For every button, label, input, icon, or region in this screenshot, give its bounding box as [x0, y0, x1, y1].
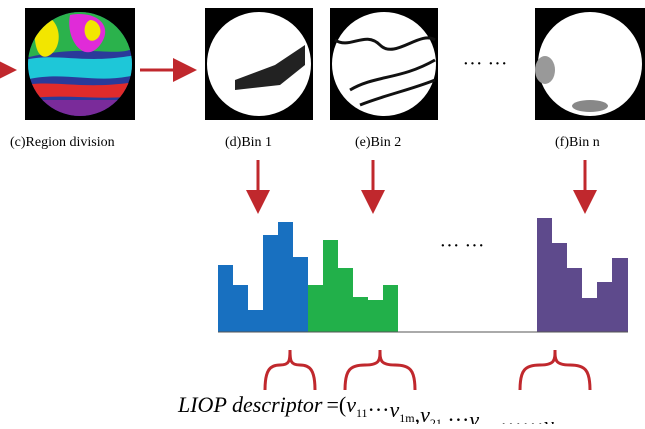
formula-token: ···: [447, 407, 469, 424]
arrows: [258, 160, 585, 205]
braces: [265, 350, 590, 390]
formula-subscript: 21: [430, 416, 442, 424]
formula-token: v: [390, 397, 400, 422]
region-image: [25, 8, 135, 120]
label: (e)Bin 2: [355, 135, 401, 150]
bin-image: [205, 8, 313, 120]
formula-token: v: [544, 412, 554, 424]
label: (f)Bin n: [555, 135, 600, 150]
diagram: ··· ··· (c)Region division (d)Bin 1 (e)B…: [0, 0, 645, 424]
label: (c)Region division: [10, 135, 115, 150]
histogram: [218, 218, 628, 332]
formula: LIOP descriptor=(v11···v1m,v21,···v2m,··…: [177, 392, 626, 424]
formula-subscript: 1m: [399, 411, 415, 424]
formula-token: v: [469, 407, 479, 424]
formula-token: ···: [368, 397, 390, 422]
bin-image: [535, 8, 645, 120]
ellipsis: ··· ···: [463, 53, 508, 75]
formula-token: (: [339, 392, 346, 417]
formula-equals: =: [326, 392, 338, 417]
label: (d)Bin 1: [225, 135, 272, 150]
formula-token: v: [420, 402, 430, 424]
formula-token: v: [593, 417, 603, 424]
formula-name: LIOP descriptor: [177, 392, 323, 417]
bin-image: [330, 8, 438, 120]
formula-subscript: 11: [356, 406, 368, 420]
formula-token: v: [346, 392, 356, 417]
ellipsis: ··· ···: [440, 235, 485, 257]
formula-token: ···: [571, 417, 593, 424]
formula-token: ······: [500, 412, 544, 424]
